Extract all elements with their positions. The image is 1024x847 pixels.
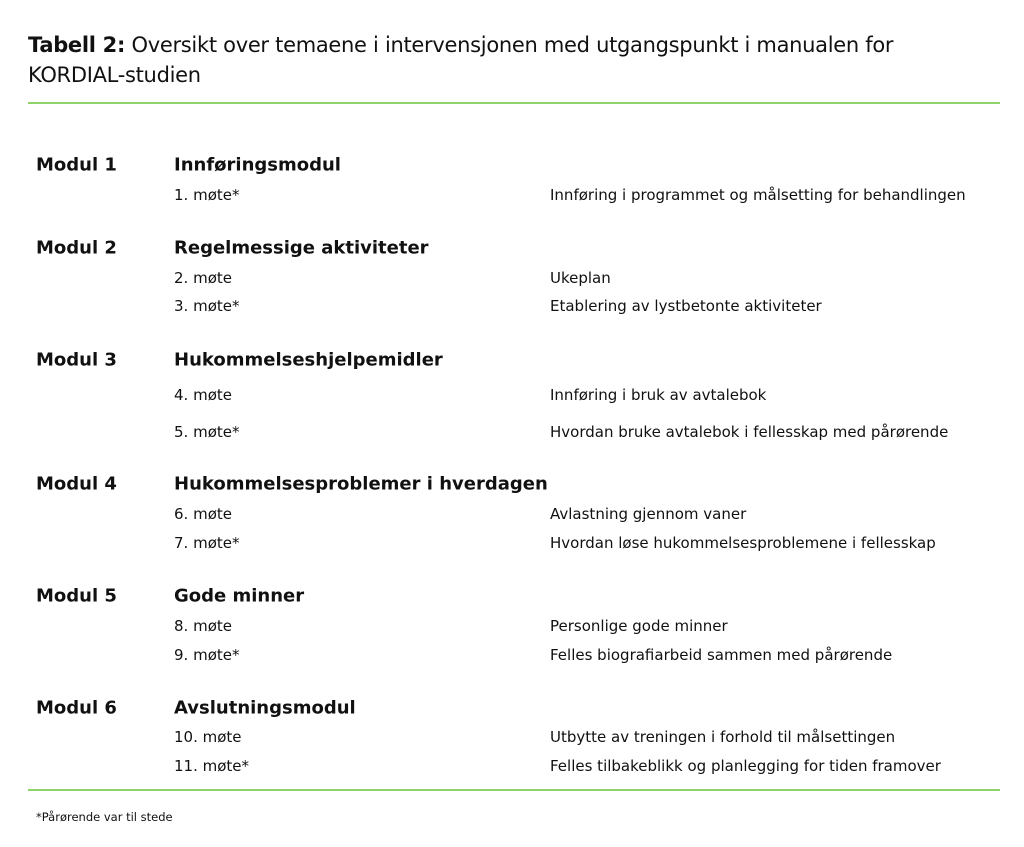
- meeting-number: 7. møte*: [174, 534, 240, 552]
- meeting-description: Ukeplan: [550, 269, 611, 287]
- module-title: Gode minner: [174, 585, 305, 607]
- meeting-description: Hvordan bruke avtalebok i fellesskap med…: [550, 423, 949, 441]
- meeting-number: 4. møte: [174, 386, 232, 404]
- meeting-description: Avlastning gjennom vaner: [550, 505, 747, 523]
- module-name: Modul 2: [36, 237, 117, 259]
- module-name: Modul 6: [36, 697, 117, 719]
- meeting-number: 3. møte*: [174, 297, 240, 315]
- module-title: Hukommelseshjelpemidler: [174, 349, 443, 371]
- meeting-description: Innføring i programmet og målsetting for…: [550, 186, 966, 204]
- top-divider: [28, 102, 1000, 104]
- meeting-number: 2. møte: [174, 269, 232, 287]
- meeting-description: Felles tilbakeblikk og planlegging for t…: [550, 757, 941, 775]
- table-caption: Oversikt over temaene i intervensjonen m…: [28, 33, 894, 87]
- meeting-number: 9. møte*: [174, 646, 240, 664]
- module-title: Hukommelsesproblemer i hverdagen: [174, 473, 548, 495]
- module-name: Modul 4: [36, 473, 117, 495]
- meeting-description: Personlige gode minner: [550, 617, 728, 635]
- meeting-number: 6. møte: [174, 505, 232, 523]
- meeting-number: 1. møte*: [174, 186, 240, 204]
- table-title: Tabell 2: Oversikt over temaene i interv…: [28, 30, 928, 90]
- meeting-description: Felles biografiarbeid sammen med pårøren…: [550, 646, 893, 664]
- meeting-description: Utbytte av treningen i forhold til målse…: [550, 728, 896, 746]
- module-title: Avslutningsmodul: [174, 697, 356, 719]
- bottom-divider: [28, 789, 1000, 791]
- meeting-description: Innføring i bruk av avtalebok: [550, 386, 767, 404]
- table-label: Tabell 2:: [28, 33, 126, 57]
- module-name: Modul 5: [36, 585, 117, 607]
- module-name: Modul 3: [36, 349, 117, 371]
- meeting-number: 8. møte: [174, 617, 232, 635]
- module-title: Innføringsmodul: [174, 154, 341, 176]
- module-name: Modul 1: [36, 154, 117, 176]
- meeting-number: 10. møte: [174, 728, 242, 746]
- meeting-number: 5. møte*: [174, 423, 240, 441]
- module-title: Regelmessige aktiviteter: [174, 237, 429, 259]
- footnote: *Pårørende var til stede: [36, 810, 173, 824]
- meeting-description: Hvordan løse hukommelsesproblemene i fel…: [550, 534, 936, 552]
- meeting-number: 11. møte*: [174, 757, 250, 775]
- meeting-description: Etablering av lystbetonte aktiviteter: [550, 297, 822, 315]
